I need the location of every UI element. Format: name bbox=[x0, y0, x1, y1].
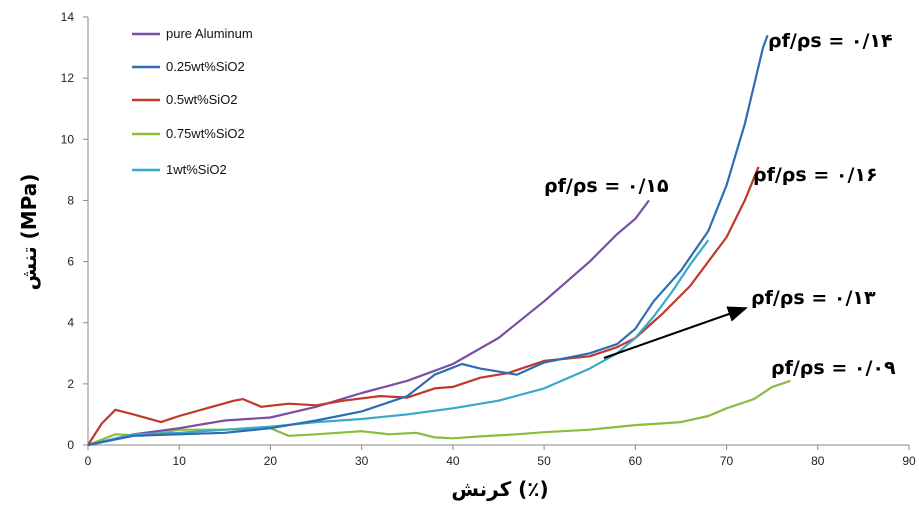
y-tick-label: 4 bbox=[67, 316, 74, 330]
x-tick-label: 0 bbox=[85, 454, 92, 468]
y-tick-label: 10 bbox=[61, 132, 75, 146]
x-tick-label: 10 bbox=[173, 454, 187, 468]
legend-label-075: 0.75wt%SiO2 bbox=[166, 126, 245, 141]
series-line-0-25wt-sio2 bbox=[87, 34, 769, 447]
annotation-pure-aluminum: ρf/ρs = ۰/۱۵ bbox=[544, 175, 669, 197]
y-tick-label: 8 bbox=[67, 193, 74, 207]
series-line-pure-aluminum bbox=[87, 199, 650, 447]
legend-label-025: 0.25wt%SiO2 bbox=[166, 59, 245, 74]
x-tick-label: 30 bbox=[355, 454, 369, 468]
legend-label-pure-aluminum: pure Aluminum bbox=[166, 26, 253, 41]
legend: pure Aluminum 0.25wt%SiO2 0.5wt%SiO2 0.7… bbox=[132, 26, 253, 177]
x-tick-label: 70 bbox=[720, 454, 734, 468]
legend-label-1: 1wt%SiO2 bbox=[166, 162, 227, 177]
annotation-arrow bbox=[603, 306, 748, 359]
x-tick-label: 20 bbox=[264, 454, 278, 468]
y-tick-label: 14 bbox=[61, 10, 75, 24]
x-tick-label: 40 bbox=[446, 454, 460, 468]
y-tick-label: 2 bbox=[67, 377, 74, 391]
x-tick-label: 80 bbox=[811, 454, 825, 468]
y-axis-title: تنش (MPa) bbox=[17, 174, 41, 291]
annotation-075: ρf/ρs = ۰/۰۹ bbox=[771, 357, 896, 379]
y-tick-label: 6 bbox=[67, 255, 74, 269]
legend-label-05: 0.5wt%SiO2 bbox=[166, 92, 238, 107]
annotation-05: ρf/ρs = ۰/۱۶ bbox=[753, 164, 878, 186]
x-axis-title: کرنش (٪) bbox=[451, 477, 548, 501]
series-line-0-5wt-sio2 bbox=[87, 166, 760, 446]
annotation-1: ρf/ρs = ۰/۱۳ bbox=[751, 287, 876, 309]
series-line-1wt-sio2 bbox=[87, 239, 710, 447]
annotation-025: ρf/ρs = ۰/۱۴ bbox=[768, 30, 893, 52]
y-tick-label: 12 bbox=[61, 71, 75, 85]
x-tick-label: 90 bbox=[902, 454, 916, 468]
x-tick-label: 50 bbox=[537, 454, 551, 468]
y-tick-label: 0 bbox=[67, 438, 74, 452]
x-tick-label: 60 bbox=[629, 454, 643, 468]
